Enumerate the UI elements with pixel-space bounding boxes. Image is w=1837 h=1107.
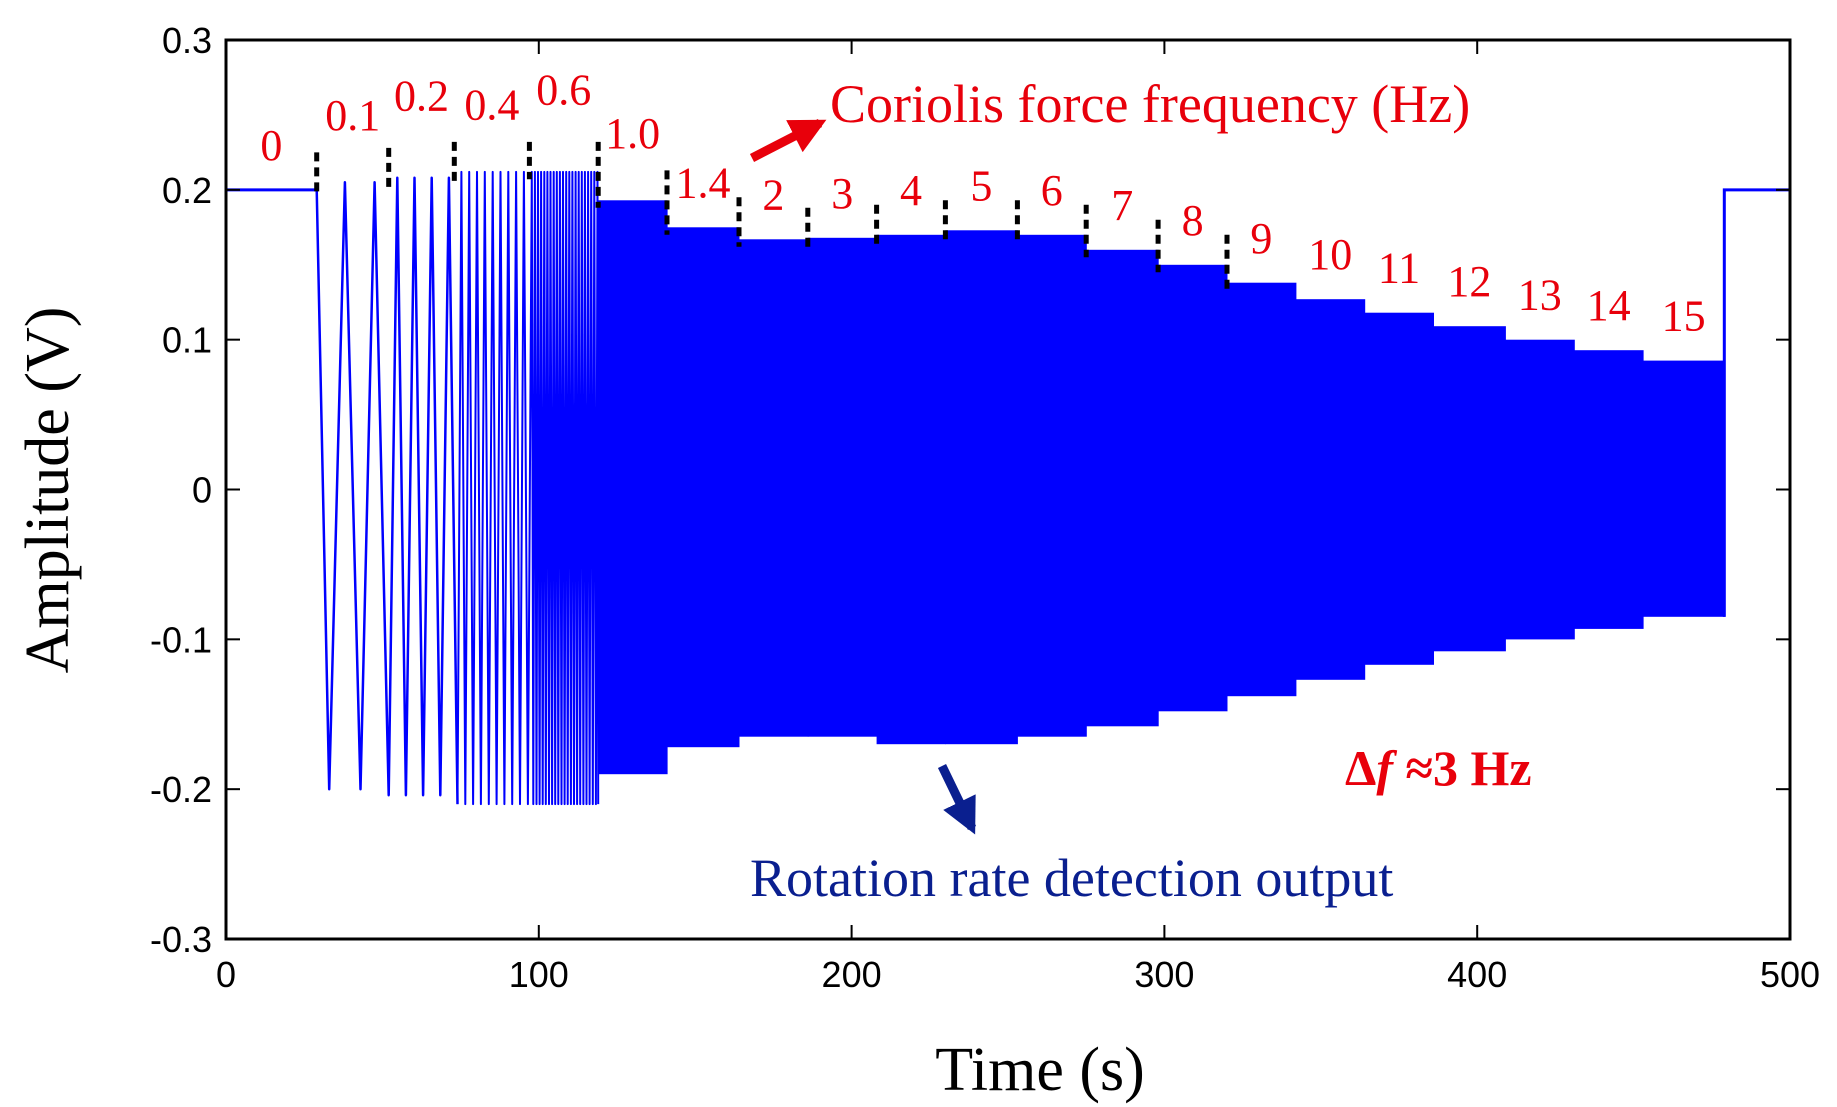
x-tick-label: 300 [1134, 954, 1194, 995]
frequency-label: 12 [1447, 257, 1491, 306]
segment-boundary-markers [314, 141, 1230, 291]
output-annotation: Rotation rate detection output [750, 764, 1393, 908]
frequency-label: 13 [1518, 271, 1562, 320]
frequency-label: 3 [831, 169, 853, 218]
y-tick-label: -0.1 [150, 619, 212, 660]
y-tick-label: 0 [192, 470, 212, 511]
frequency-label: 0.2 [394, 71, 449, 120]
signal-envelope-segment [598, 200, 668, 775]
signal-envelope-segment [1574, 350, 1644, 629]
signal-envelope-segment [739, 239, 809, 737]
coriolis-arrow [749, 118, 827, 163]
signal-envelope-segment [1364, 312, 1434, 665]
y-axis-title: Amplitude (V) [14, 307, 82, 674]
delta-variable: f [1376, 740, 1397, 796]
frequency-label: 15 [1662, 292, 1706, 341]
y-tick-label: 0.1 [162, 320, 212, 361]
frequency-label: 8 [1182, 196, 1204, 245]
signal-envelope-segment [807, 237, 878, 737]
x-tick-label: 500 [1760, 954, 1820, 995]
signal-envelope-segment [1227, 282, 1297, 697]
x-tick-label: 200 [822, 954, 882, 995]
frequency-label: 4 [900, 166, 922, 215]
x-axis-title: Time (s) [935, 1036, 1145, 1104]
signal-envelope-segment [1643, 360, 1725, 617]
signal-envelope-segment [1505, 339, 1575, 640]
frequency-label: 2 [762, 170, 784, 219]
delta-value: ≈3 Hz [1393, 740, 1532, 796]
frequency-label: 9 [1250, 214, 1272, 263]
frequency-label: 14 [1587, 281, 1631, 330]
frequency-label: 1.0 [605, 109, 660, 158]
coriolis-label: Coriolis force frequency (Hz) [830, 74, 1470, 134]
frequency-label: 0.1 [325, 91, 380, 140]
frequency-labels: 0 0.1 0.2 0.4 0.6 1.0 1.4 2 3 4 5 6 7 8 9 10 11 12 13 14 15 [260, 65, 1705, 340]
signal-baseline-end [1722, 188, 1790, 617]
signal-envelope-segment [1295, 299, 1366, 680]
signal-envelope-segment [667, 227, 740, 748]
x-tick-label: 0 [216, 954, 236, 995]
frequency-label: 1.4 [676, 158, 731, 207]
signal-envelope-segment [876, 234, 946, 745]
y-tick-label: -0.3 [150, 919, 212, 960]
signal-slow-oscillation [315, 176, 459, 805]
frequency-label: 7 [1111, 181, 1133, 230]
y-tick-label: -0.2 [150, 769, 212, 810]
x-tick-label: 100 [509, 954, 569, 995]
signal-envelope-segment [945, 230, 1018, 745]
delta-symbol: Δ [1345, 740, 1376, 796]
output-label: Rotation rate detection output [750, 848, 1393, 908]
frequency-label: 0.6 [536, 65, 591, 114]
frequency-label: 11 [1378, 244, 1420, 293]
frequency-label: 5 [970, 161, 992, 210]
output-arrow [937, 764, 977, 835]
frequency-label: 6 [1041, 166, 1063, 215]
delta-f-annotation: Δf ≈3 Hz [1345, 740, 1532, 796]
signal-fast-oscillation [456, 170, 600, 806]
signal-envelope-segment [1433, 326, 1506, 652]
frequency-label: 0 [260, 121, 282, 170]
signal-envelope-segment [1158, 264, 1228, 712]
signal-trace [226, 170, 1790, 806]
x-tick-label: 400 [1447, 954, 1507, 995]
frequency-label: 0.4 [464, 80, 519, 129]
signal-envelope-segment [1017, 234, 1087, 737]
frequency-label: 10 [1308, 230, 1352, 279]
y-tick-label: 0.3 [162, 20, 212, 61]
y-tick-label: 0.2 [162, 170, 212, 211]
coriolis-annotation: Coriolis force frequency (Hz) [749, 74, 1470, 163]
signal-envelope-segment [1086, 249, 1159, 727]
